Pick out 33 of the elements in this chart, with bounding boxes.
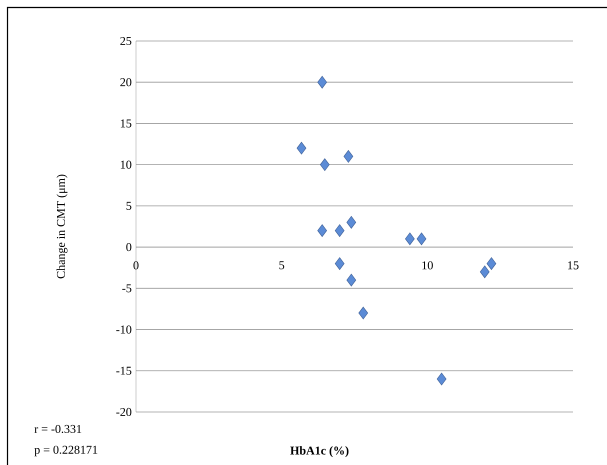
x-tick-label: 0: [133, 261, 139, 270]
point: [486, 257, 496, 270]
point: [436, 372, 446, 386]
point: [358, 306, 368, 320]
y-tick-label: -20: [116, 408, 132, 416]
point: [405, 232, 415, 246]
y-tick-label: 15: [120, 119, 132, 128]
y-tick-label: 20: [120, 78, 132, 86]
point: [344, 150, 354, 163]
x-tick-label: 10: [422, 261, 433, 270]
y-tick-label: -10: [116, 325, 132, 334]
point: [317, 76, 327, 89]
y-axis-title: Change in CMT (μm): [56, 174, 68, 278]
y-tick-label: -5: [122, 284, 132, 292]
point: [416, 232, 426, 246]
point: [346, 274, 356, 286]
point: [320, 158, 330, 171]
point: [346, 216, 356, 229]
text: r = -0.331: [34, 424, 82, 434]
y-tick-label: -15: [116, 366, 132, 375]
y-tick-label: 10: [120, 160, 132, 169]
text: p = 0.228171: [34, 446, 98, 456]
y-tick-label: 25: [120, 36, 132, 46]
point: [480, 266, 490, 278]
point: [296, 142, 306, 154]
y-tick-label: 5: [126, 202, 132, 210]
x-axis-title: HbA1c (%): [290, 446, 349, 458]
point: [334, 224, 344, 237]
x-tick-label: 5: [279, 261, 284, 270]
y-tick-label: 0: [126, 243, 132, 252]
point: [334, 257, 344, 270]
point: [317, 224, 327, 237]
x-tick-label: 15: [568, 261, 579, 270]
